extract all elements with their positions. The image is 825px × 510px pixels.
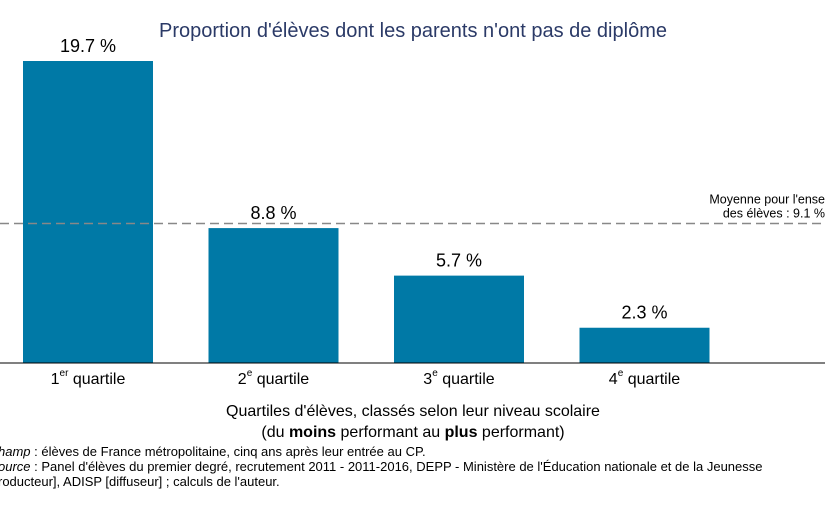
note-source-continued: roducteur], ADISP [diffuseur] ; calculs … bbox=[0, 474, 280, 489]
average-label-line2: des élèves : 9.1 % bbox=[723, 206, 825, 220]
note-champ: hamp : élèves de France métropolitaine, … bbox=[0, 444, 426, 459]
bar-1 bbox=[23, 61, 153, 363]
bar-3 bbox=[394, 275, 524, 363]
value-label-1: 19.7 % bbox=[60, 36, 116, 56]
bars-group: 19.7 % 1er quartile 8.8 % 2e quartile 5.7 % 3… bbox=[23, 36, 710, 388]
average-label-line1: Moyenne pour l'ense bbox=[709, 192, 825, 206]
category-label-1: 1er quartile bbox=[51, 368, 126, 388]
bar-4 bbox=[579, 327, 710, 363]
category-label-4: 4e quartile bbox=[609, 368, 680, 388]
x-axis-label-line1: Quartiles d'élèves, classés selon leur n… bbox=[226, 403, 600, 420]
value-label-4: 2.3 % bbox=[621, 303, 667, 323]
category-label-3: 3e quartile bbox=[423, 368, 494, 388]
bar-2 bbox=[208, 228, 339, 363]
value-label-2: 8.8 % bbox=[250, 203, 296, 223]
chart-title: Proportion d'élèves dont les parents n'o… bbox=[159, 20, 667, 42]
x-axis-label-line2: (du moins performant au plus performant) bbox=[261, 424, 564, 441]
category-label-2: 2e quartile bbox=[238, 368, 309, 388]
value-label-3: 5.7 % bbox=[436, 251, 482, 271]
note-source: ource : Panel d'élèves du premier degré,… bbox=[0, 459, 763, 474]
